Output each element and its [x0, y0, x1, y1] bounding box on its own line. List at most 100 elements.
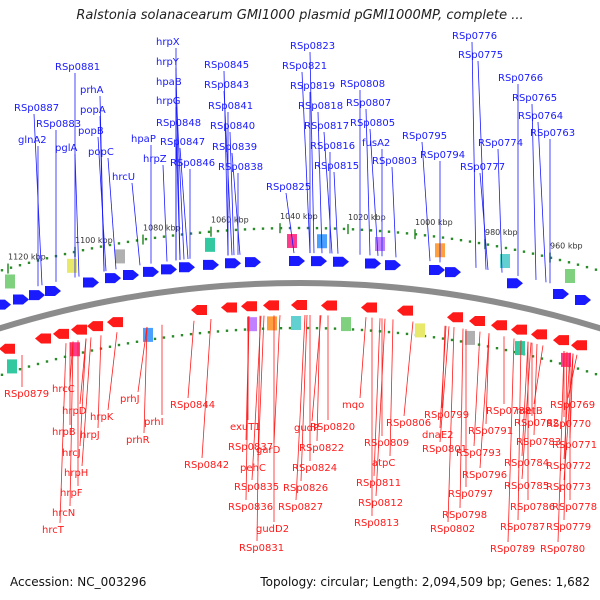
reverse-gene-label: RSp0791: [468, 426, 513, 437]
reverse-gene-label: RSp0778: [552, 502, 597, 513]
reverse-gene-label: prhI: [144, 417, 164, 428]
forward-gene-arrow: [45, 286, 61, 297]
scale-dot: [9, 266, 13, 269]
forward-gene-label: RSp0807: [346, 98, 391, 109]
reverse-gene-arrow: [191, 305, 207, 316]
reverse-gene-label: RSp0770: [546, 419, 591, 430]
scale-dot: [135, 340, 139, 343]
scale-dot: [324, 327, 328, 330]
scale-dot: [306, 226, 310, 230]
scale-dot: [18, 264, 22, 267]
reverse-gene-arrow: [469, 316, 485, 327]
forward-strand-features: [0, 256, 591, 310]
forward-gene-label: RSp0825: [266, 182, 311, 193]
forward-gene-label: hrpY: [156, 57, 180, 68]
scale-dot: [189, 232, 193, 235]
forward-gene-label: RSp0839: [212, 142, 257, 153]
scale-dot: [126, 240, 130, 244]
forward-gene-label: prhA: [80, 85, 104, 96]
kbp-label: 1000 kbp: [415, 218, 453, 227]
forward-gene-labels: RSp0881 prhA RSp0887 RSp0883 popA popB glnA2 pg…: [14, 31, 575, 287]
annotation-block: [291, 316, 301, 331]
reverse-leader-line: [375, 318, 386, 497]
reverse-gene-arrow: [107, 317, 123, 328]
annotation-block: [115, 249, 125, 264]
forward-gene-label: RSp0764: [518, 111, 563, 122]
forward-gene-label: RSp0846: [170, 158, 215, 169]
scale-dot: [414, 233, 418, 236]
forward-gene-label: RSp0808: [340, 79, 385, 90]
scale-dot: [585, 265, 589, 269]
scale-dot: [486, 243, 490, 246]
annotation-block: [500, 254, 510, 269]
forward-gene-label: RSp0843: [204, 80, 249, 91]
scale-dot: [342, 227, 346, 231]
scale-dot: [63, 252, 67, 256]
reverse-leader-line: [533, 343, 538, 436]
scale-dot: [81, 248, 85, 252]
reverse-gene-label: hrpJ: [80, 430, 100, 441]
scale-dot: [135, 239, 139, 242]
forward-gene-arrow: [385, 260, 401, 271]
scale-dot: [45, 257, 49, 260]
forward-gene-label: hrcU: [112, 172, 135, 183]
scale-dot: [360, 228, 364, 231]
scale-dot: [477, 241, 481, 245]
reverse-gene-label: hrcC: [52, 384, 75, 395]
reverse-gene-label: atpC: [372, 458, 395, 469]
reverse-leader-line: [295, 314, 306, 501]
forward-leader-line: [301, 71, 311, 254]
reverse-gene-label: hrpB: [52, 427, 76, 438]
reverse-leader-line: [137, 326, 148, 393]
scale-dot: [252, 227, 256, 231]
forward-gene-label: RSp0838: [218, 162, 263, 173]
reverse-gene-arrow: [291, 300, 307, 310]
scale-dot: [387, 230, 391, 233]
reverse-gene-label: hrpD: [62, 406, 87, 417]
scale-dot: [279, 326, 283, 330]
reverse-leader-line: [563, 352, 571, 460]
forward-leader-line: [309, 51, 315, 254]
forward-gene-arrow: [29, 290, 45, 301]
scale-dot: [27, 261, 31, 265]
forward-leader-line: [477, 60, 487, 270]
kbp-label: 1040 kbp: [280, 212, 318, 221]
reverse-leader-line: [473, 331, 481, 447]
scale-dot: [207, 331, 211, 334]
annotation-block: [561, 352, 571, 367]
forward-gene-label: RSp0818: [298, 101, 343, 112]
scale-dot: [279, 226, 283, 230]
forward-gene-arrow: [507, 278, 523, 289]
reverse-gene-arrow: [321, 300, 337, 311]
forward-leader-line: [175, 87, 185, 260]
scale-dot: [441, 337, 445, 340]
forward-gene-label: fusA2: [362, 138, 390, 149]
forward-gene-arrow: [225, 258, 241, 269]
scale-dot: [45, 360, 49, 363]
forward-gene-label: RSp0845: [204, 60, 249, 71]
forward-gene-label: glnA2: [18, 135, 47, 146]
forward-leader-line: [531, 103, 537, 280]
forward-gene-arrow: [245, 257, 261, 268]
reverse-gene-label: RSp0769: [550, 400, 595, 411]
reverse-gene-label: RSp0780: [540, 544, 585, 555]
scale-dot: [594, 372, 598, 376]
forward-gene-arrow: [553, 289, 569, 300]
scale-dot: [540, 357, 544, 360]
scale-dot: [99, 347, 103, 350]
reverse-gene-arrow: [491, 320, 507, 331]
reverse-gene-arrow: [87, 321, 103, 332]
forward-gene-label: RSp0848: [156, 118, 201, 129]
scale-dot: [531, 252, 535, 255]
scale-dot: [351, 228, 355, 231]
reverse-leader-line: [97, 335, 102, 429]
reverse-leader-line: [79, 338, 87, 447]
scale-dot: [198, 331, 202, 335]
forward-leader-line: [229, 131, 235, 256]
forward-gene-arrow: [311, 256, 327, 267]
reverse-gene-arrow: [35, 333, 51, 344]
reverse-gene-label: mqo: [342, 400, 364, 411]
annotation-block: [515, 341, 525, 356]
forward-leader-line: [479, 172, 489, 271]
scale-dot: [333, 327, 337, 330]
